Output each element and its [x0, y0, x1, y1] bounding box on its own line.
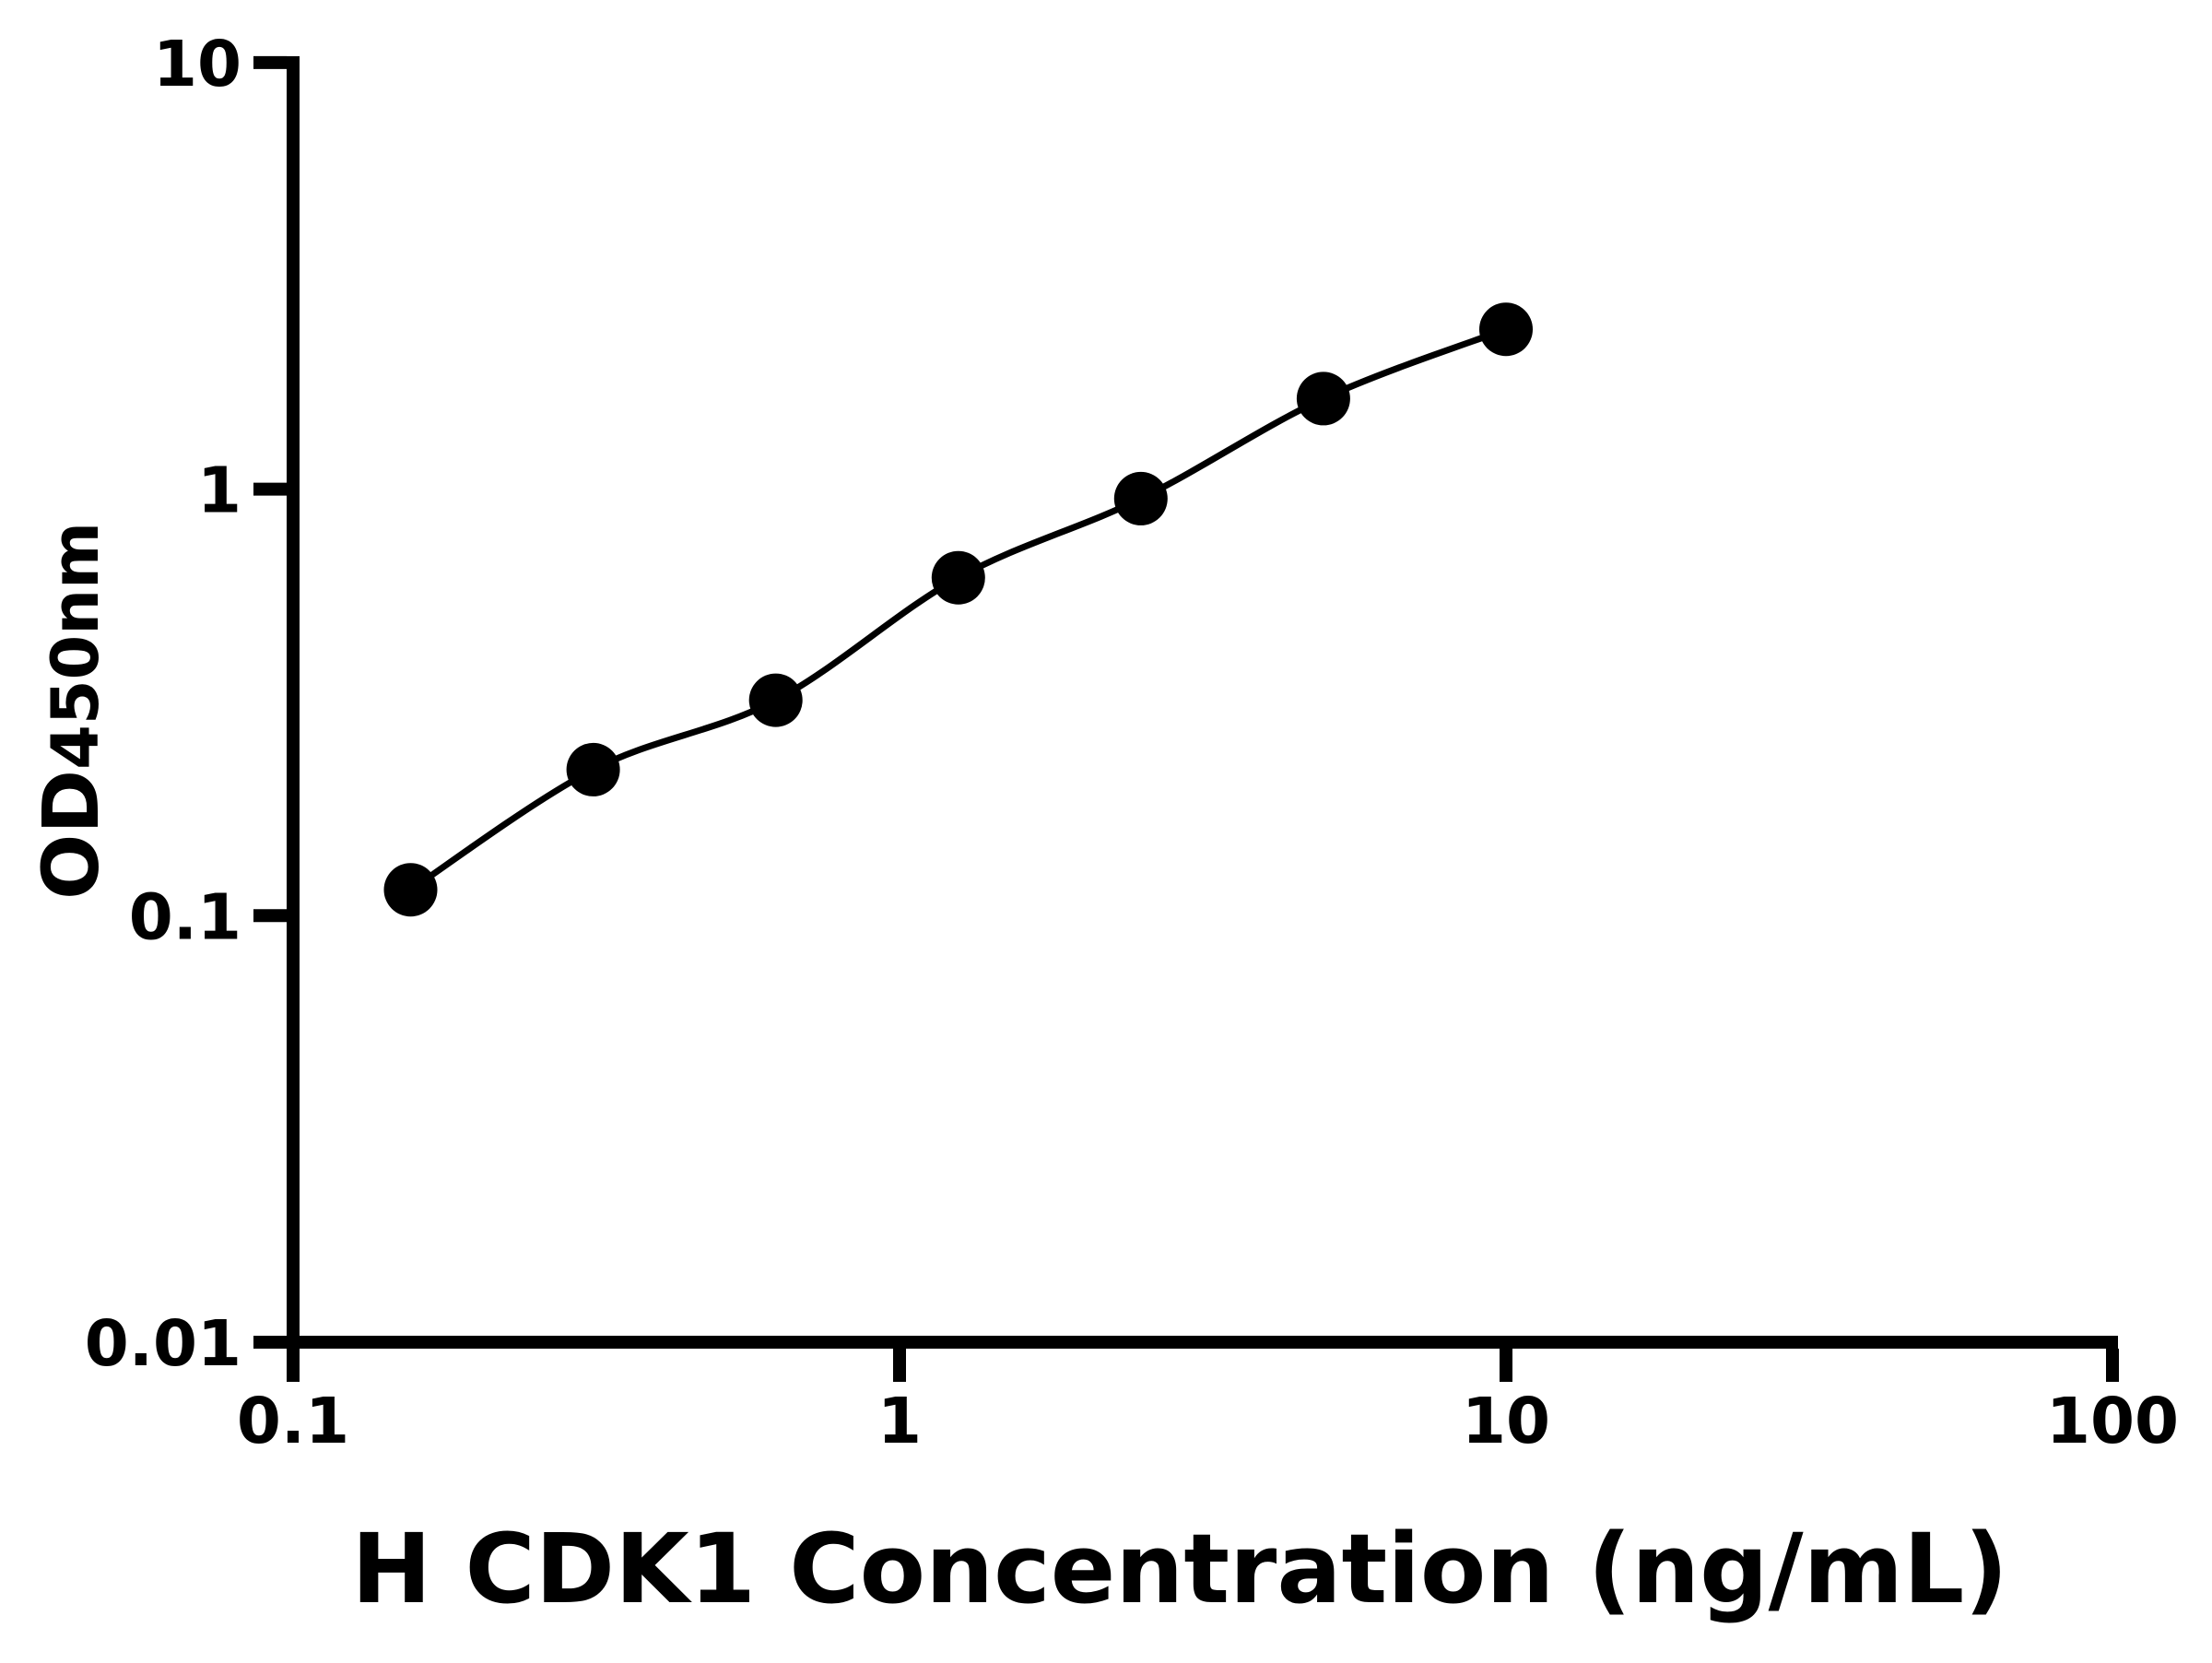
x-tick-label: 10	[1462, 1385, 1550, 1458]
y-axis: 0.01 0.1 1 10	[85, 28, 300, 1381]
y-tick-label: 0.01	[85, 1307, 241, 1381]
data-point	[748, 673, 803, 727]
y-tick-label: 0.1	[129, 880, 241, 954]
x-axis: 0.1 1 10 100	[237, 1336, 2179, 1458]
data-point	[931, 550, 985, 605]
series-standard-curve	[383, 302, 1533, 917]
y-tick-label: 1	[197, 454, 241, 528]
data-point	[1479, 302, 1533, 357]
data-point	[566, 742, 620, 796]
x-tick-label: 100	[2046, 1385, 2179, 1458]
data-point	[383, 863, 438, 917]
data-point	[1296, 372, 1350, 426]
x-tick-label: 0.1	[237, 1385, 349, 1458]
y-axis-title-subscript: 450nm	[38, 522, 113, 770]
data-point	[1113, 471, 1168, 525]
x-axis-title: H CDK1 Concentration (ng/mL)	[351, 1513, 2008, 1625]
x-tick-label: 1	[877, 1385, 922, 1458]
y-axis-title: OD450nm	[26, 522, 116, 900]
y-tick-label: 10	[153, 28, 241, 101]
y-axis-title-main: OD	[26, 770, 116, 900]
